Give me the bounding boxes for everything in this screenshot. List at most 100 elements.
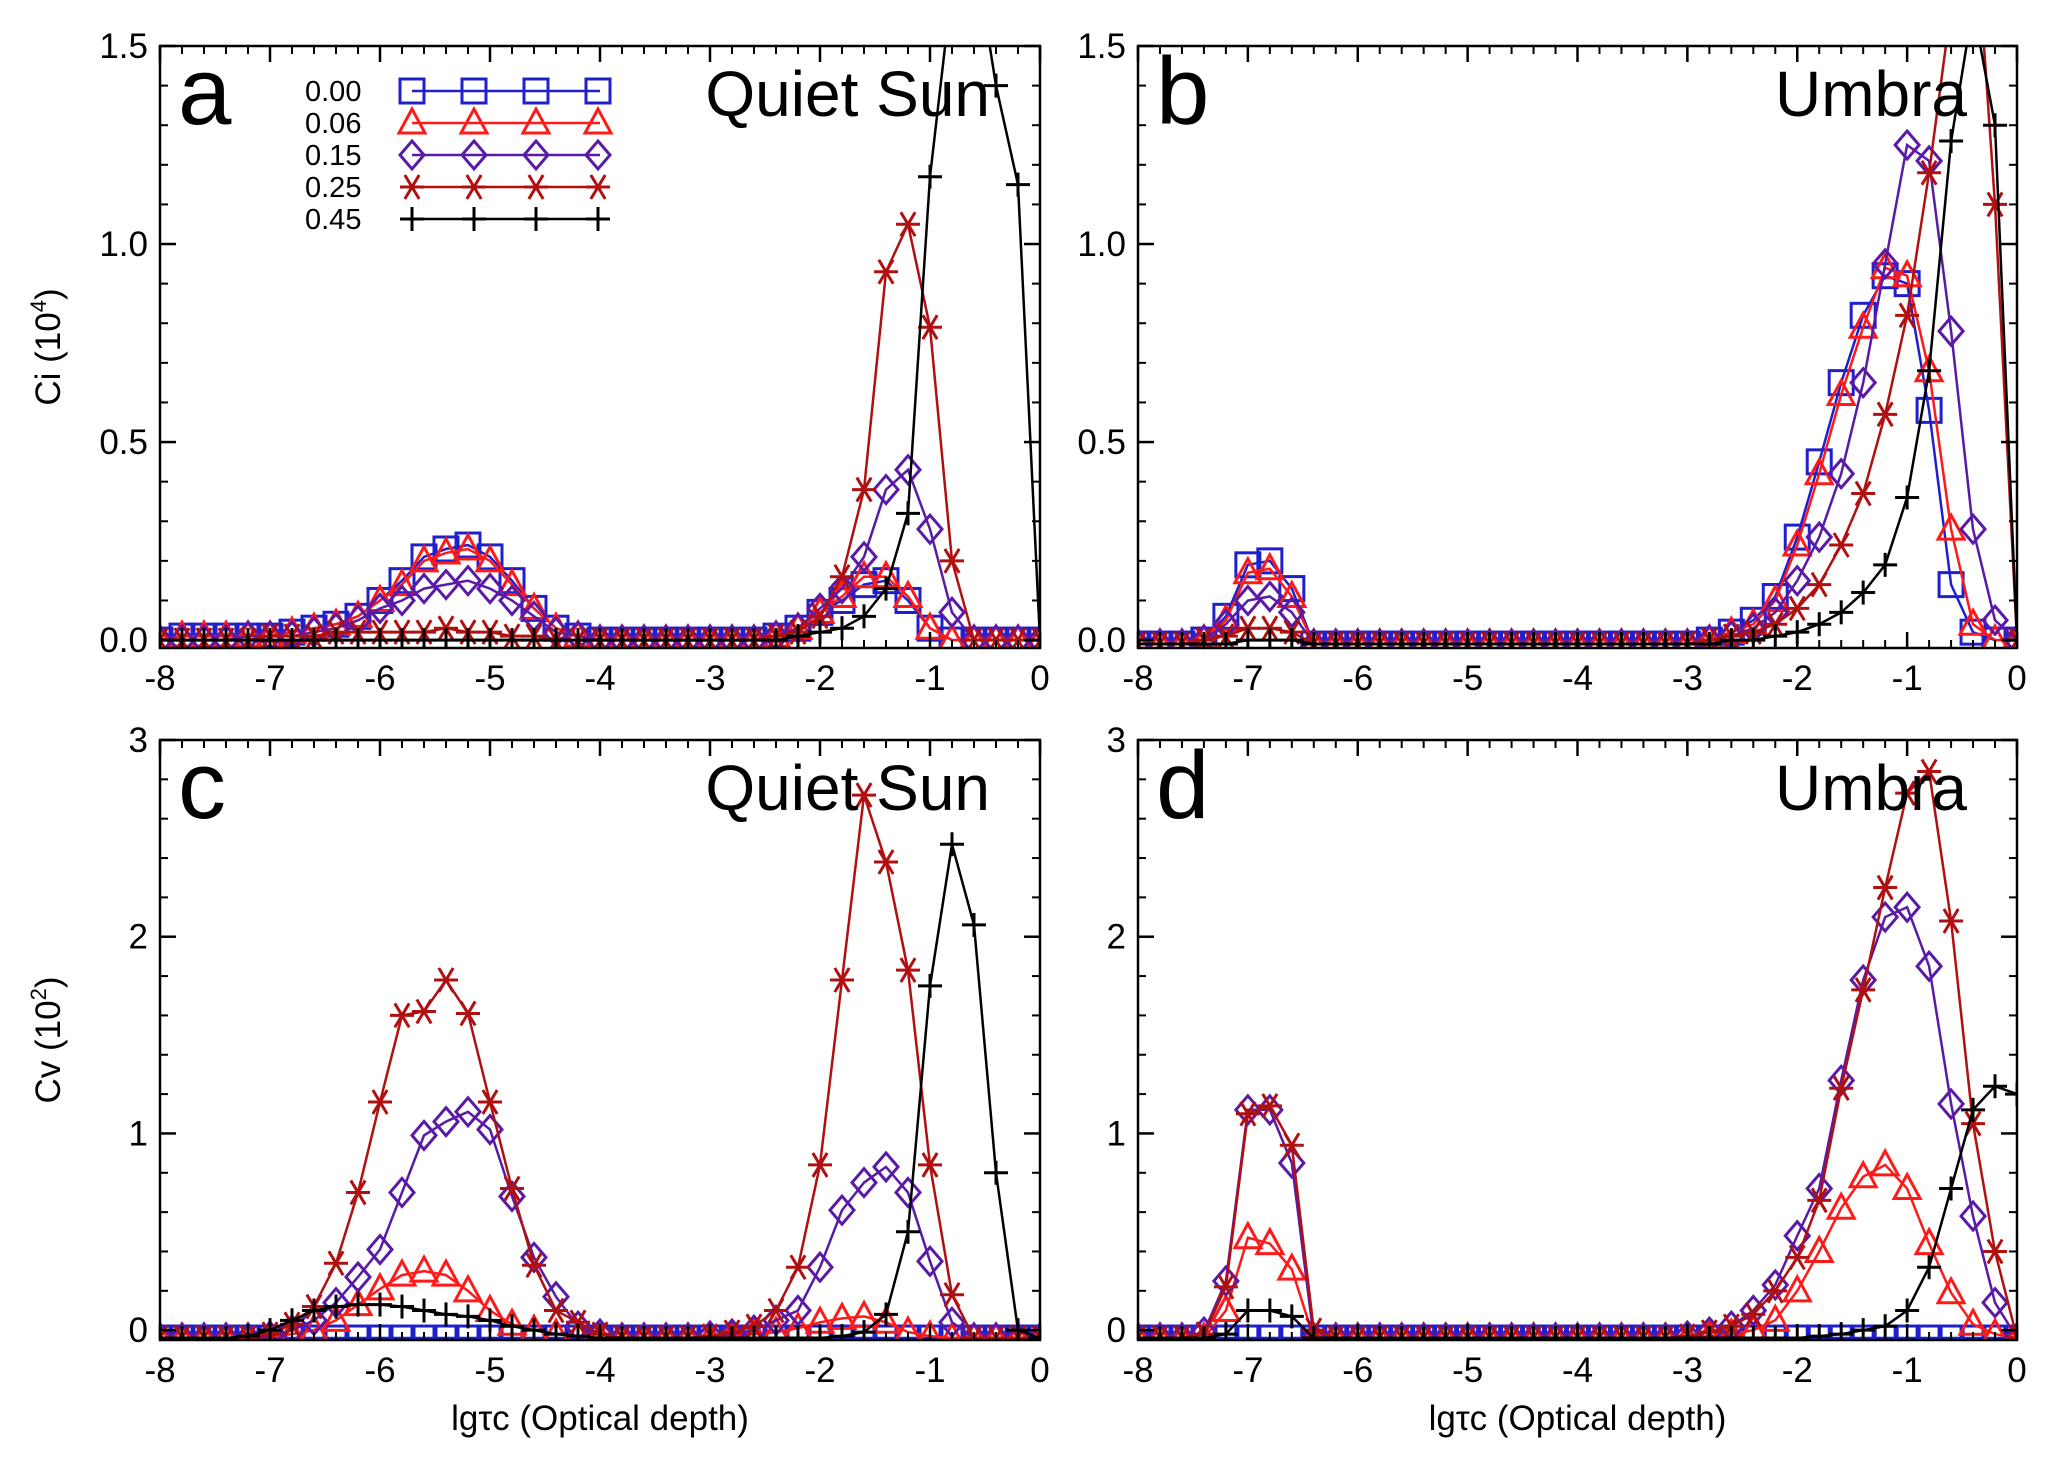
data-point-diamond bbox=[1026, 1321, 1040, 1340]
x-tick-label: 0 bbox=[1030, 659, 1049, 698]
data-point-diamond bbox=[410, 572, 438, 605]
data-point-triangle bbox=[1435, 1320, 1457, 1340]
data-point-diamond bbox=[872, 473, 900, 506]
data-point-asterisk bbox=[1873, 874, 1898, 901]
data-point-square bbox=[1234, 551, 1262, 579]
data-point-diamond bbox=[740, 623, 768, 648]
data-point-diamond bbox=[1409, 627, 1438, 648]
data-point-triangle bbox=[496, 567, 528, 597]
data-point-diamond bbox=[1365, 627, 1394, 648]
data-point-triangle bbox=[1825, 377, 1857, 407]
data-point-diamond bbox=[630, 1321, 658, 1340]
data-point-diamond bbox=[1541, 1321, 1570, 1340]
data-point-diamond bbox=[1959, 1199, 1988, 1233]
data-point-diamond bbox=[454, 1095, 482, 1129]
legend-marker bbox=[524, 207, 548, 231]
x-tick-label: 0 bbox=[2007, 1351, 2026, 1390]
data-point-asterisk bbox=[1235, 1100, 1260, 1127]
data-point-triangle bbox=[160, 622, 174, 648]
data-point-diamond bbox=[1937, 314, 1966, 348]
data-point-triangle bbox=[696, 622, 724, 648]
data-point-plus bbox=[346, 1292, 370, 1317]
legend-marker bbox=[400, 174, 424, 200]
data-point-triangle bbox=[1825, 1191, 1857, 1220]
series-line-0.45 bbox=[160, 843, 1040, 1340]
data-point-plus bbox=[1917, 1255, 1942, 1280]
data-point-triangle bbox=[430, 535, 462, 565]
x-tick-label: -1 bbox=[914, 1351, 945, 1390]
data-point-diamond bbox=[1981, 1286, 2010, 1319]
data-point-diamond bbox=[498, 1180, 526, 1213]
data-point-diamond bbox=[278, 619, 306, 648]
data-point-triangle bbox=[1982, 1316, 2008, 1340]
data-point-diamond bbox=[2003, 623, 2017, 648]
data-point-diamond bbox=[1255, 580, 1284, 613]
data-point-asterisk bbox=[1983, 1238, 2008, 1265]
panel-d: -8 -7 -6 -5 -4 -3 -2 -1 0 0 1 2 3 d Umbra lgτc (Optical… bbox=[1107, 721, 2027, 1438]
data-point-diamond bbox=[160, 623, 174, 648]
data-point-plus bbox=[918, 164, 942, 189]
data-point-triangle bbox=[1738, 1313, 1768, 1340]
panel-letter: a bbox=[178, 38, 232, 145]
data-point-triangle bbox=[518, 591, 550, 620]
data-point-diamond bbox=[1387, 627, 1416, 648]
data-point-diamond bbox=[982, 1321, 1010, 1340]
series-0.45 bbox=[160, 832, 1040, 1340]
data-point-asterisk bbox=[346, 1179, 370, 1206]
data-point-asterisk bbox=[1939, 908, 1964, 934]
legend-label: 0.15 bbox=[305, 140, 361, 172]
data-point-triangle bbox=[1434, 626, 1458, 648]
data-point-triangle bbox=[1347, 1320, 1369, 1340]
y-tick-label: 1 bbox=[1107, 1114, 1126, 1153]
x-tick-label: 0 bbox=[2007, 659, 2026, 698]
data-point-plus bbox=[984, 1160, 1008, 1185]
legend-marker bbox=[462, 174, 486, 200]
legend-marker bbox=[398, 77, 426, 105]
data-point-plus bbox=[1829, 600, 1854, 625]
data-point-diamond bbox=[1453, 627, 1482, 648]
data-point-asterisk bbox=[786, 1254, 810, 1280]
data-point-diamond bbox=[608, 623, 636, 648]
data-point-plus bbox=[368, 1292, 392, 1317]
legend-label: 0.06 bbox=[305, 108, 361, 140]
x-tick-label: -3 bbox=[694, 1351, 725, 1390]
data-point-asterisk bbox=[874, 849, 898, 875]
data-point-diamond bbox=[1629, 1321, 1658, 1340]
data-point-diamond bbox=[894, 453, 922, 487]
data-point-triangle bbox=[408, 543, 440, 573]
data-point-triangle bbox=[655, 1320, 677, 1340]
data-point-diamond bbox=[1189, 623, 1218, 648]
data-point-triangle bbox=[1254, 551, 1286, 581]
data-point-triangle bbox=[1456, 626, 1480, 648]
data-point-triangle bbox=[1254, 1226, 1286, 1256]
data-point-plus bbox=[324, 1294, 348, 1319]
x-tick-label: -2 bbox=[1782, 1351, 1813, 1390]
data-point-diamond bbox=[652, 1321, 680, 1340]
data-point-triangle bbox=[718, 622, 746, 648]
legend-item-0.25: 0.25 bbox=[305, 172, 610, 204]
data-point-square bbox=[410, 1324, 438, 1340]
data-point-triangle bbox=[1611, 1320, 1632, 1340]
data-point-plus bbox=[1983, 1074, 2008, 1099]
data-point-diamond bbox=[938, 596, 966, 629]
data-point-asterisk bbox=[940, 1281, 964, 1308]
data-point-diamond bbox=[388, 1176, 416, 1209]
data-point-diamond bbox=[212, 623, 240, 648]
data-point-diamond bbox=[850, 540, 878, 574]
legend-label: 0.25 bbox=[305, 172, 361, 204]
data-point-triangle bbox=[1803, 456, 1835, 486]
data-point-triangle bbox=[1655, 1320, 1676, 1340]
data-point-asterisk bbox=[368, 1089, 392, 1115]
legend-marker bbox=[460, 138, 488, 172]
data-point-plus bbox=[1851, 580, 1876, 605]
data-point-triangle bbox=[1324, 626, 1348, 648]
x-tick-label: -4 bbox=[584, 659, 615, 698]
panel-title: Quiet Sun bbox=[705, 58, 990, 130]
series-line-0.00 bbox=[1138, 274, 2017, 646]
data-point-diamond bbox=[1805, 520, 1834, 554]
data-point-asterisk bbox=[940, 548, 964, 574]
data-point-plus bbox=[830, 616, 854, 641]
data-point-diamond bbox=[1145, 1321, 1174, 1340]
data-point-diamond bbox=[1695, 623, 1724, 648]
